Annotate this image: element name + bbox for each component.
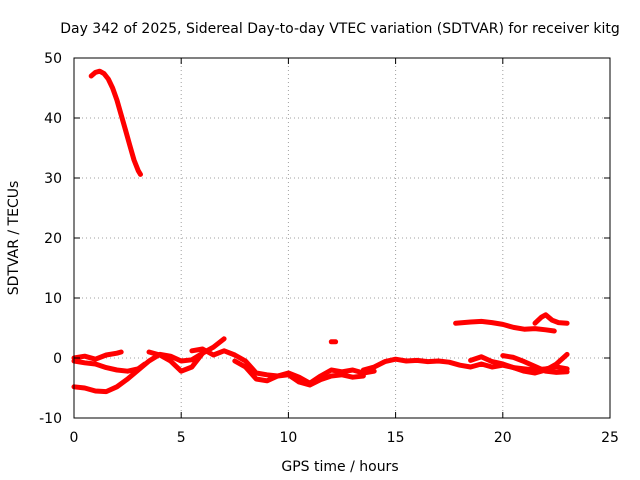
x-tick-label: 10 — [279, 430, 297, 446]
y-axis-label: SDTVAR / TECUs — [6, 181, 22, 296]
y-tick-label: 40 — [44, 111, 62, 127]
series-arc-9 — [360, 356, 570, 373]
x-tick-label: 15 — [387, 430, 405, 446]
x-tick-label: 20 — [494, 430, 512, 446]
x-tick-label: 25 — [601, 430, 619, 446]
x-axis-label: GPS time / hours — [281, 459, 398, 475]
axis-ticks: 0 5 10 15 20 25 -10 0 10 20 30 40 50 — [39, 51, 619, 446]
series-arc-2 — [71, 349, 124, 362]
y-tick-label: 30 — [44, 171, 62, 187]
series-arc-11 — [500, 353, 570, 375]
series-arc-10 — [468, 351, 570, 376]
x-tick-label: 0 — [70, 430, 79, 446]
y-tick-label: 20 — [44, 231, 62, 247]
data-series — [71, 68, 570, 395]
y-tick-label: -10 — [39, 411, 62, 427]
series-arc-5 — [146, 349, 206, 374]
series-arc-1 — [88, 68, 143, 177]
x-tick-label: 5 — [177, 430, 186, 446]
series-arc-13 — [532, 312, 570, 326]
y-tick-label: 10 — [44, 291, 62, 307]
grid-lines — [74, 58, 610, 418]
y-tick-label: 50 — [44, 51, 62, 67]
chart-title: Day 342 of 2025, Sidereal Day-to-day VTE… — [60, 21, 620, 37]
series-arc-3 — [71, 358, 148, 374]
y-tick-label: 0 — [53, 351, 62, 367]
series-arc-7 — [232, 358, 366, 388]
series-arc-12 — [453, 318, 557, 334]
